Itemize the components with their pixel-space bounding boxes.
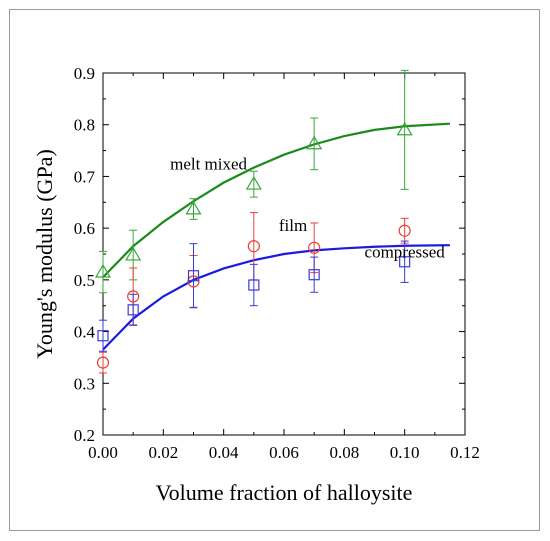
y-tick-label: 0.7 <box>74 167 96 186</box>
x-tick-label: 0.04 <box>209 443 239 462</box>
x-tick-label: 0.08 <box>329 443 359 462</box>
point-compressed <box>399 256 411 268</box>
x-tick-label: 0.06 <box>269 443 299 462</box>
point-film <box>96 356 110 369</box>
point-melt <box>125 246 142 261</box>
y-tick-label: 0.4 <box>74 323 96 342</box>
y-tick-label: 0.3 <box>74 374 95 393</box>
x-tick-label: 0.02 <box>148 443 178 462</box>
point-film <box>247 240 260 253</box>
point-melt <box>94 263 112 278</box>
point-film <box>398 224 411 237</box>
y-tick-label: 0.8 <box>74 116 95 135</box>
point-compressed <box>187 270 200 282</box>
annotation-2: compressed <box>365 243 446 262</box>
y-tick-label: 0.2 <box>74 426 95 445</box>
figure-frame <box>9 9 540 531</box>
y-tick-label: 0.6 <box>74 219 95 238</box>
point-compressed <box>97 330 109 342</box>
x-axis-label: Volume fraction of halloysite <box>156 480 413 505</box>
y-tick-label: 0.9 <box>74 64 95 83</box>
point-film <box>308 241 321 254</box>
x-tick-label: 0.12 <box>450 443 480 462</box>
point-compressed <box>127 304 139 316</box>
point-film <box>127 290 140 303</box>
point-melt <box>306 135 323 150</box>
point-compressed <box>248 279 260 291</box>
annotation-0: melt mixed <box>170 155 247 174</box>
point-melt <box>245 176 262 190</box>
y-axis-label: Young's modulus (GPa) <box>32 149 57 359</box>
point-melt <box>185 200 202 215</box>
x-tick-label: 0.00 <box>88 443 118 462</box>
point-melt <box>396 121 413 136</box>
point-film <box>187 275 200 288</box>
annotation-1: film <box>279 216 307 235</box>
point-compressed <box>308 269 320 281</box>
plot-area: 0.00 0.02 0.04 0.06 0.08 0.10 0.12 0.2 0.3 0.4 0.5… <box>74 64 480 462</box>
x-tick-label: 0.10 <box>390 443 420 462</box>
fit-curve-melt_fit <box>102 122 450 279</box>
y-tick-label: 0.5 <box>74 271 95 290</box>
